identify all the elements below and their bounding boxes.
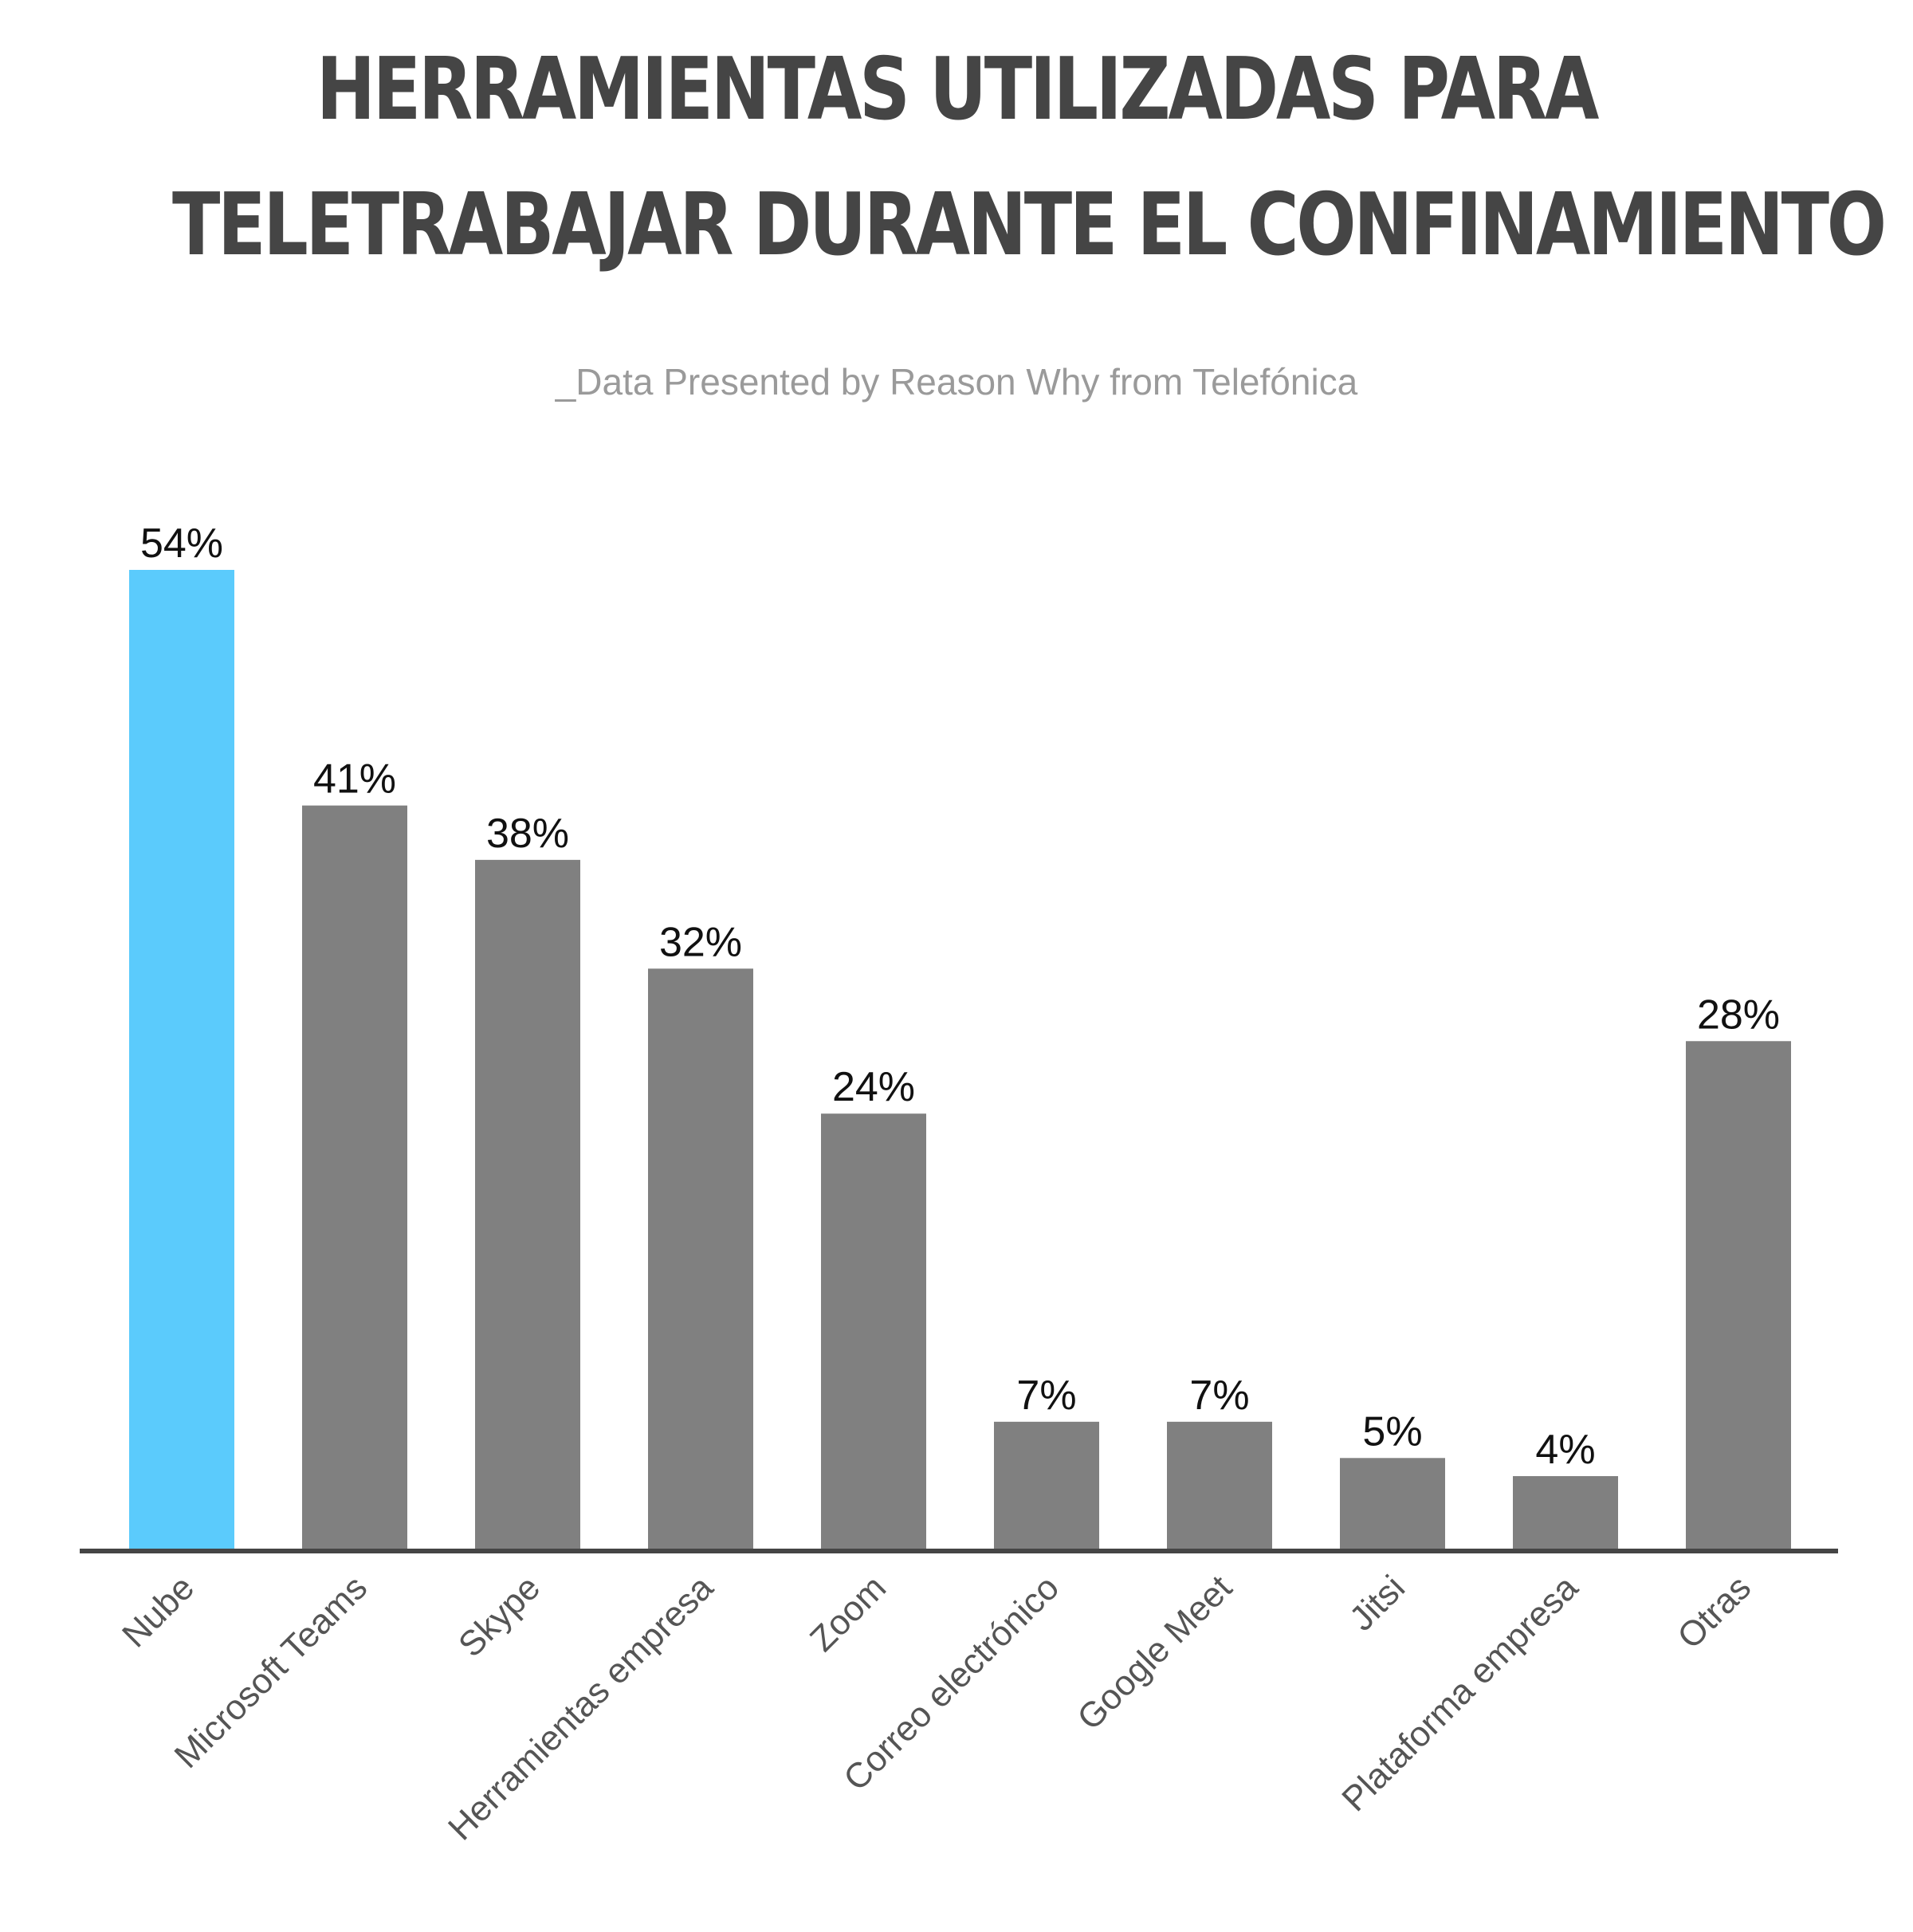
- value-label-5: 7%: [1016, 1372, 1076, 1419]
- value-label-8: 4%: [1535, 1427, 1595, 1473]
- value-label-7: 5%: [1362, 1408, 1422, 1455]
- category-label-9: Otras: [1670, 1568, 1758, 1656]
- bar-4: [821, 1113, 926, 1549]
- bar-1: [302, 805, 407, 1549]
- bars-group: [129, 570, 1791, 1549]
- value-label-4: 24%: [832, 1064, 915, 1110]
- chart-title-line-2: TELETRABAJAR DURANTE EL CONFINAMIENTO: [172, 175, 1887, 275]
- bar-8: [1513, 1476, 1618, 1549]
- value-label-3: 32%: [659, 919, 742, 965]
- chart-title-line-1: HERRAMIENTAS UTILIZADAS PARA: [316, 40, 1599, 139]
- value-labels-group: 54% 41% 38% 32% 24% 7% 7% 5% 4% 28%: [140, 520, 1780, 1473]
- bar-3: [648, 968, 753, 1549]
- category-label-7: Jitsi: [1342, 1568, 1412, 1638]
- value-label-0: 54%: [140, 520, 223, 567]
- chart-title: HERRAMIENTAS UTILIZADAS PARA TELETRABAJA…: [172, 22, 1887, 293]
- bar-2: [475, 859, 580, 1549]
- value-label-1: 41%: [313, 756, 396, 803]
- value-label-2: 38%: [486, 811, 569, 857]
- bar-5: [994, 1421, 1099, 1549]
- bar-6: [1167, 1421, 1272, 1549]
- category-label-0: Nube: [115, 1568, 202, 1655]
- bar-7: [1340, 1458, 1445, 1549]
- bar-0: [129, 570, 234, 1549]
- category-label-2: Skype: [451, 1568, 548, 1664]
- value-label-6: 7%: [1189, 1372, 1249, 1419]
- category-label-6: Google Meet: [1070, 1568, 1239, 1738]
- category-label-4: Zoom: [803, 1568, 894, 1659]
- bar-9: [1686, 1041, 1791, 1549]
- chart-subtitle: _Data Presented by Reason Why from Telef…: [555, 361, 1358, 402]
- value-label-9: 28%: [1697, 992, 1780, 1038]
